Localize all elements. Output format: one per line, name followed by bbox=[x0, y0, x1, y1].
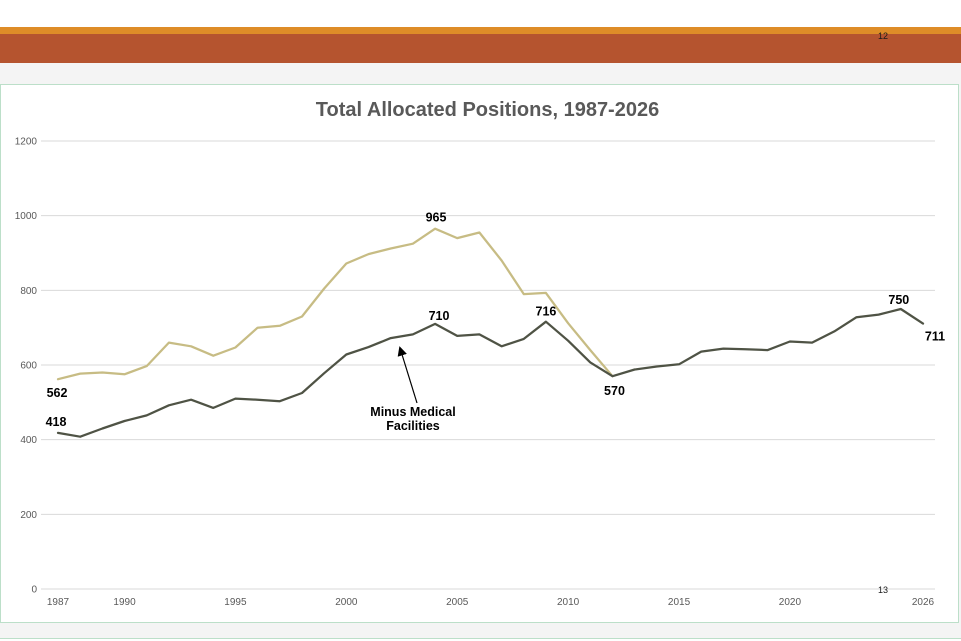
header-banner bbox=[0, 34, 961, 63]
x-tick-label: 1995 bbox=[224, 597, 247, 608]
annotation-arrow bbox=[397, 346, 418, 404]
y-tick-label: 600 bbox=[20, 361, 37, 372]
data-label: 570 bbox=[604, 384, 625, 398]
y-tick-label: 1200 bbox=[15, 137, 38, 148]
data-label: 716 bbox=[536, 305, 557, 319]
data-label: 710 bbox=[429, 309, 450, 323]
data-label: 418 bbox=[46, 415, 67, 429]
data-label: 750 bbox=[888, 293, 909, 307]
chart-panel: Total Allocated Positions, 1987-2026 0 20… bbox=[0, 84, 959, 623]
x-tick-label: 2026 bbox=[912, 597, 935, 608]
data-label: 562 bbox=[47, 386, 68, 400]
y-tick-label: 200 bbox=[20, 510, 37, 521]
data-label: 965 bbox=[426, 211, 447, 225]
annotation-label: Minus Medical Facilities bbox=[370, 405, 456, 433]
chart-canvas: 0 200 400 600 800 1000 1200 1987 1990 1995 2000 200… bbox=[15, 137, 945, 609]
series-line-1 bbox=[56, 307, 925, 438]
y-tick-label: 1000 bbox=[15, 211, 38, 222]
x-tick-label: 1987 bbox=[47, 597, 70, 608]
y-tick-label: 400 bbox=[20, 435, 37, 446]
x-tick-label: 2010 bbox=[557, 597, 580, 608]
x-tick-label: 1990 bbox=[113, 597, 136, 608]
next-panel-edge bbox=[0, 638, 961, 641]
slide-number-current: 12 bbox=[877, 31, 888, 41]
accent-bar bbox=[0, 27, 961, 34]
data-label: 711 bbox=[925, 330, 945, 344]
x-tick-label: 2000 bbox=[335, 597, 358, 608]
x-tick-label: 2005 bbox=[446, 597, 469, 608]
chart-title: Total Allocated Positions, 1987-2026 bbox=[315, 99, 660, 121]
x-tick-label: 2020 bbox=[779, 597, 802, 608]
slide-number-next: 13 bbox=[877, 585, 888, 595]
x-tick-label: 2015 bbox=[668, 597, 691, 608]
series-line-0 bbox=[56, 227, 614, 381]
y-tick-label: 800 bbox=[20, 286, 37, 297]
y-tick-label: 0 bbox=[31, 585, 37, 596]
